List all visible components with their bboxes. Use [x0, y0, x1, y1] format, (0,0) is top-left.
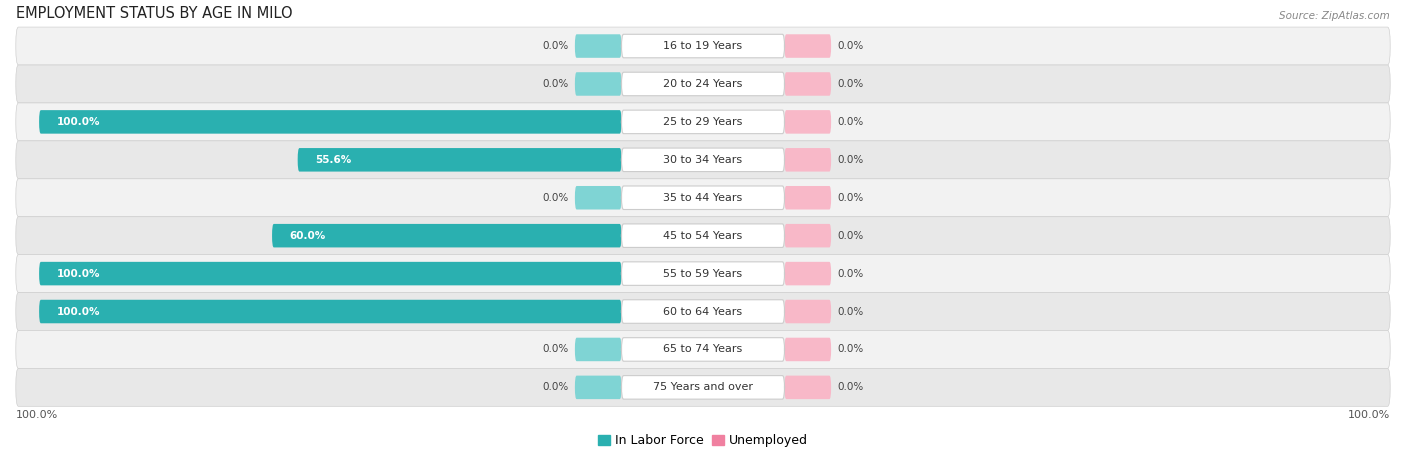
- FancyBboxPatch shape: [575, 186, 621, 210]
- FancyBboxPatch shape: [15, 179, 1391, 217]
- Text: 0.0%: 0.0%: [543, 41, 569, 51]
- Text: 100.0%: 100.0%: [56, 269, 100, 279]
- FancyBboxPatch shape: [15, 141, 1391, 179]
- Text: 100.0%: 100.0%: [56, 117, 100, 127]
- FancyBboxPatch shape: [621, 72, 785, 96]
- Text: 55 to 59 Years: 55 to 59 Years: [664, 269, 742, 279]
- Text: 0.0%: 0.0%: [837, 230, 863, 241]
- FancyBboxPatch shape: [785, 72, 831, 96]
- FancyBboxPatch shape: [15, 65, 1391, 103]
- Text: 0.0%: 0.0%: [837, 117, 863, 127]
- Text: 30 to 34 Years: 30 to 34 Years: [664, 155, 742, 165]
- FancyBboxPatch shape: [15, 27, 1391, 65]
- Text: 25 to 29 Years: 25 to 29 Years: [664, 117, 742, 127]
- Text: 0.0%: 0.0%: [837, 382, 863, 392]
- FancyBboxPatch shape: [785, 186, 831, 210]
- Text: 45 to 54 Years: 45 to 54 Years: [664, 230, 742, 241]
- Text: 0.0%: 0.0%: [837, 269, 863, 279]
- FancyBboxPatch shape: [15, 217, 1391, 255]
- FancyBboxPatch shape: [621, 376, 785, 399]
- Legend: In Labor Force, Unemployed: In Labor Force, Unemployed: [593, 429, 813, 451]
- FancyBboxPatch shape: [575, 34, 621, 58]
- FancyBboxPatch shape: [785, 338, 831, 361]
- FancyBboxPatch shape: [575, 72, 621, 96]
- FancyBboxPatch shape: [298, 148, 621, 171]
- FancyBboxPatch shape: [621, 300, 785, 323]
- Text: 20 to 24 Years: 20 to 24 Years: [664, 79, 742, 89]
- FancyBboxPatch shape: [15, 103, 1391, 141]
- Text: EMPLOYMENT STATUS BY AGE IN MILO: EMPLOYMENT STATUS BY AGE IN MILO: [15, 6, 292, 21]
- FancyBboxPatch shape: [621, 262, 785, 285]
- FancyBboxPatch shape: [15, 293, 1391, 331]
- FancyBboxPatch shape: [785, 148, 831, 171]
- FancyBboxPatch shape: [621, 148, 785, 171]
- Text: 0.0%: 0.0%: [543, 193, 569, 203]
- FancyBboxPatch shape: [785, 110, 831, 133]
- FancyBboxPatch shape: [15, 255, 1391, 293]
- Text: 65 to 74 Years: 65 to 74 Years: [664, 345, 742, 354]
- Text: Source: ZipAtlas.com: Source: ZipAtlas.com: [1279, 11, 1391, 21]
- Text: 55.6%: 55.6%: [315, 155, 352, 165]
- FancyBboxPatch shape: [15, 331, 1391, 368]
- FancyBboxPatch shape: [39, 110, 621, 133]
- Text: 0.0%: 0.0%: [543, 345, 569, 354]
- Text: 16 to 19 Years: 16 to 19 Years: [664, 41, 742, 51]
- Text: 60.0%: 60.0%: [290, 230, 326, 241]
- FancyBboxPatch shape: [621, 338, 785, 361]
- FancyBboxPatch shape: [785, 224, 831, 248]
- FancyBboxPatch shape: [785, 34, 831, 58]
- FancyBboxPatch shape: [621, 34, 785, 58]
- Text: 0.0%: 0.0%: [837, 79, 863, 89]
- Text: 0.0%: 0.0%: [543, 382, 569, 392]
- Text: 60 to 64 Years: 60 to 64 Years: [664, 307, 742, 317]
- Text: 100.0%: 100.0%: [1348, 410, 1391, 420]
- Text: 100.0%: 100.0%: [15, 410, 58, 420]
- FancyBboxPatch shape: [39, 300, 621, 323]
- FancyBboxPatch shape: [575, 376, 621, 399]
- FancyBboxPatch shape: [621, 110, 785, 133]
- FancyBboxPatch shape: [575, 338, 621, 361]
- Text: 0.0%: 0.0%: [837, 345, 863, 354]
- Text: 35 to 44 Years: 35 to 44 Years: [664, 193, 742, 203]
- FancyBboxPatch shape: [39, 262, 621, 285]
- FancyBboxPatch shape: [621, 186, 785, 210]
- Text: 100.0%: 100.0%: [56, 307, 100, 317]
- Text: 0.0%: 0.0%: [837, 155, 863, 165]
- Text: 0.0%: 0.0%: [837, 41, 863, 51]
- FancyBboxPatch shape: [15, 368, 1391, 406]
- FancyBboxPatch shape: [271, 224, 621, 248]
- FancyBboxPatch shape: [621, 224, 785, 248]
- FancyBboxPatch shape: [785, 262, 831, 285]
- Text: 0.0%: 0.0%: [543, 79, 569, 89]
- FancyBboxPatch shape: [785, 376, 831, 399]
- Text: 0.0%: 0.0%: [837, 193, 863, 203]
- FancyBboxPatch shape: [785, 300, 831, 323]
- Text: 75 Years and over: 75 Years and over: [652, 382, 754, 392]
- Text: 0.0%: 0.0%: [837, 307, 863, 317]
